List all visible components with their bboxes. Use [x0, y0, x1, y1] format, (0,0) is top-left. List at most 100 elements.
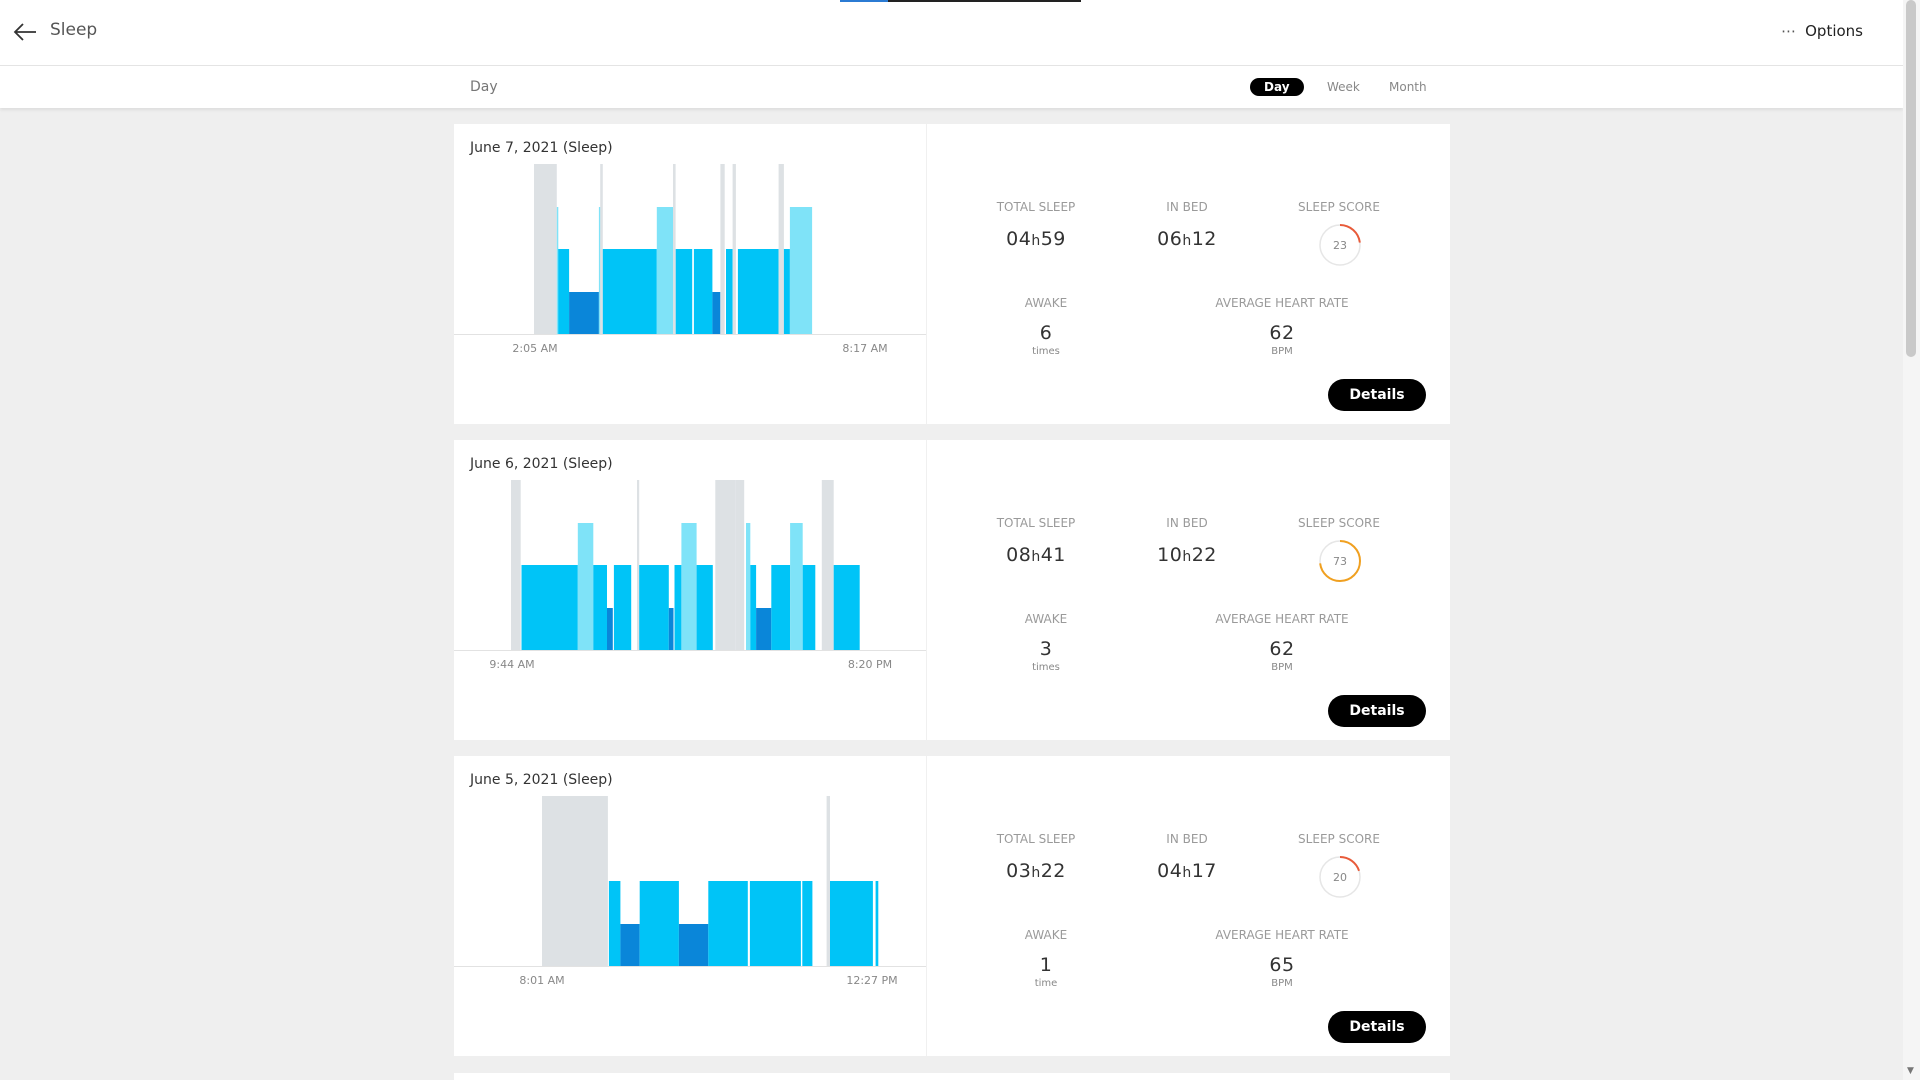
sleep-stage-bar-awake — [720, 164, 725, 334]
page-load-progress-fill — [840, 0, 889, 2]
heart-rate-unit: BPM — [1271, 346, 1293, 357]
sleep-score-value: 23 — [1333, 239, 1347, 252]
total-sleep-hours: 03 — [1006, 860, 1032, 882]
awake-label: AWAKE — [1024, 612, 1068, 626]
sleep-stage-bar-restful — [593, 565, 607, 650]
in-bed-label: IN BED — [1166, 200, 1208, 214]
sleep-stage-bar-restful — [771, 565, 791, 650]
in-bed-value: 04h17 — [1157, 860, 1217, 882]
sleep-stage-bar-restful — [602, 249, 657, 334]
sleep-stage-bar-awake — [715, 480, 736, 650]
top-bar: Sleep ⋯ Options — [0, 0, 1903, 66]
sleep-stage-bar-restful — [674, 565, 682, 650]
chart-start-time: 9:44 AM — [489, 658, 534, 671]
scrollbar[interactable]: ▼ — [1903, 0, 1920, 1080]
session-title: June 7, 2021 (Sleep) — [470, 140, 613, 156]
score-ring-arc — [1319, 224, 1361, 266]
sleep-stage-bar-light — [598, 207, 601, 334]
scroll-down-arrow-icon[interactable]: ▼ — [1907, 1066, 1914, 1076]
scrollbar-thumb[interactable] — [1906, 0, 1916, 357]
page-load-progress — [840, 0, 1081, 2]
sleep-stage-bar-deep — [607, 608, 613, 650]
more-dots-icon: ⋯ — [1781, 22, 1798, 40]
sleep-stage-chart: 2:05 AM 8:17 AM — [454, 164, 926, 355]
sleep-stage-bar-light — [790, 523, 803, 650]
tab-month[interactable]: Month — [1389, 80, 1427, 94]
total-sleep-label: TOTAL SLEEP — [996, 516, 1076, 530]
sleep-score-label: SLEEP SCORE — [1298, 516, 1380, 530]
score-ring-arc — [1319, 540, 1361, 582]
heart-rate-unit: BPM — [1271, 662, 1293, 673]
back-arrow-icon[interactable] — [12, 20, 38, 44]
details-button[interactable]: Details — [1328, 1011, 1426, 1043]
total-sleep-hours: 04 — [1006, 228, 1032, 250]
sleep-score-ring: 73 — [1319, 540, 1361, 582]
heart-rate-unit: BPM — [1271, 978, 1293, 989]
sleep-stage-bar-restful — [875, 881, 879, 966]
total-sleep-value: 04h59 — [1006, 228, 1066, 250]
sleep-stage-bar-awake — [778, 164, 784, 334]
sleep-score-label: SLEEP SCORE — [1298, 832, 1380, 846]
in-bed-value: 10h22 — [1157, 544, 1217, 566]
sleep-stage-bar-awake — [735, 480, 745, 650]
sleep-chart-panel: June 7, 2021 (Sleep) 2:05 AM 8:17 AM — [454, 124, 927, 424]
sleep-session-card: June 7, 2021 (Sleep) 2:05 AM 8:17 AM TOTA… — [454, 124, 1450, 424]
in-bed-hours: 10 — [1157, 544, 1183, 566]
sleep-stage-bar-restful — [750, 565, 757, 650]
sleep-stage-bar-restful — [608, 881, 621, 966]
chart-end-time: 12:27 PM — [846, 974, 897, 987]
sleep-stage-bar-awake — [821, 480, 834, 650]
hours-unit: h — [1031, 865, 1041, 881]
awake-label: AWAKE — [1024, 928, 1068, 942]
sleep-stage-bar-awake — [826, 796, 830, 966]
sleep-stage-bar-deep — [756, 608, 772, 650]
in-bed-minutes: 12 — [1191, 228, 1217, 250]
hours-unit: h — [1031, 233, 1041, 249]
sleep-stage-bar-restful — [830, 881, 873, 966]
in-bed-minutes: 22 — [1191, 544, 1217, 566]
sleep-score-label: SLEEP SCORE — [1298, 200, 1380, 214]
range-label: Day — [470, 79, 498, 95]
avg-heart-rate-value: 65 — [1269, 954, 1295, 976]
sleep-stage-bar-restful — [639, 881, 679, 966]
hours-unit: h — [1182, 865, 1192, 881]
details-button[interactable]: Details — [1328, 379, 1426, 411]
sleep-stage-bar-deep — [668, 608, 674, 650]
in-bed-minutes: 17 — [1191, 860, 1217, 882]
hours-unit: h — [1182, 233, 1192, 249]
total-sleep-label: TOTAL SLEEP — [996, 832, 1076, 846]
awake-count: 3 — [1039, 638, 1053, 660]
details-button[interactable]: Details — [1328, 695, 1426, 727]
awake-count: 1 — [1039, 954, 1053, 976]
sleep-stage-bar-awake — [542, 796, 608, 966]
sleep-score-value: 20 — [1333, 871, 1347, 884]
awake-unit: time — [1034, 978, 1058, 989]
avg-heart-rate-value: 62 — [1269, 322, 1295, 344]
tab-day[interactable]: Day — [1250, 78, 1304, 96]
sleep-stage-bar-restful — [521, 565, 578, 650]
range-bar: Day Day Week Month — [0, 66, 1903, 108]
in-bed-label: IN BED — [1166, 516, 1208, 530]
total-sleep-label: TOTAL SLEEP — [996, 200, 1076, 214]
chart-start-time: 8:01 AM — [519, 974, 564, 987]
sleep-chart-panel: June 5, 2021 (Sleep) 8:01 AM 12:27 PM — [454, 756, 927, 1056]
sleep-stage-bar-restful — [726, 249, 733, 334]
in-bed-label: IN BED — [1166, 832, 1208, 846]
sleep-score-ring: 23 — [1319, 224, 1361, 266]
sleep-stage-bar-awake — [637, 480, 640, 650]
in-bed-value: 06h12 — [1157, 228, 1217, 250]
options-menu-button[interactable]: ⋯ Options — [1781, 22, 1863, 40]
score-ring-arc — [1319, 856, 1361, 898]
sleep-stage-bar-restful — [833, 565, 860, 650]
sleep-stage-bar-restful — [737, 249, 779, 334]
sleep-stage-bar-restful — [749, 881, 801, 966]
sleep-stage-bar-awake — [732, 164, 736, 334]
sleep-stage-bar-awake — [600, 164, 603, 334]
sleep-score-value: 73 — [1333, 555, 1347, 568]
total-sleep-minutes: 22 — [1040, 860, 1066, 882]
tab-week[interactable]: Week — [1327, 80, 1360, 94]
page-title: Sleep — [50, 20, 98, 40]
sleep-stage-bar-restful — [802, 881, 813, 966]
sleep-stage-bar-restful — [558, 249, 570, 334]
options-label: Options — [1805, 22, 1863, 40]
